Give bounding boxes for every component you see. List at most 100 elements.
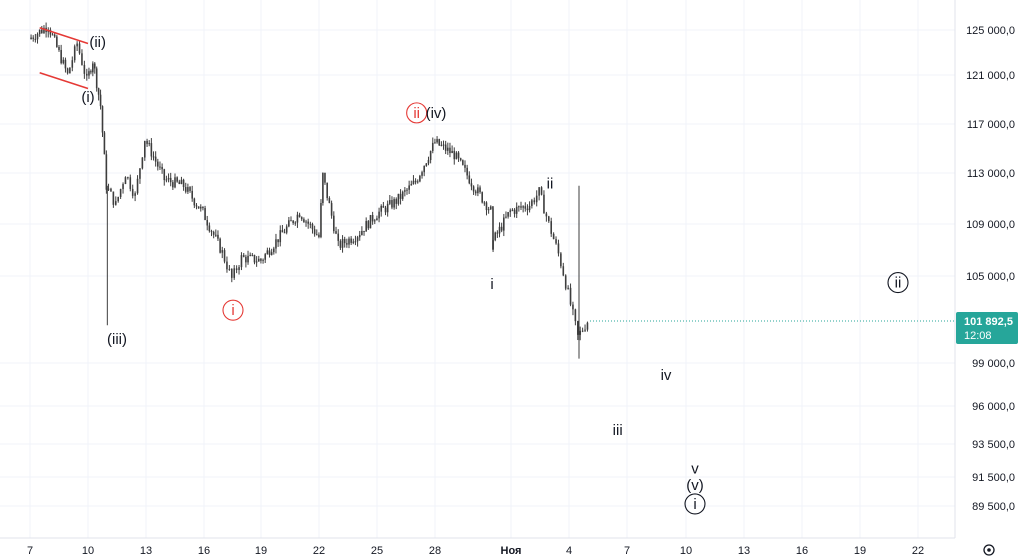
candle-body (238, 267, 240, 271)
wave-label-circle (887, 272, 909, 294)
candle-body (496, 232, 499, 234)
candle-body (176, 177, 178, 182)
candle-body (36, 34, 39, 40)
candle-body (119, 189, 122, 197)
candle-body (574, 309, 577, 322)
candle-body (103, 132, 106, 155)
candle-body (423, 165, 425, 173)
candle-body (395, 199, 398, 204)
candle-body (427, 159, 430, 164)
channel-line-lower[interactable] (39, 72, 89, 90)
candle-body (161, 166, 163, 170)
candle-body (307, 221, 309, 224)
candle-body (472, 186, 475, 192)
candle-body (167, 177, 170, 180)
channel-line-upper[interactable] (39, 27, 89, 45)
candle-body (384, 207, 387, 213)
candle-body (520, 206, 522, 208)
candle-body (346, 243, 348, 245)
y-tick-label: 121 000,0 (966, 70, 1015, 82)
candle-body (199, 206, 202, 209)
settings-gear-icon-center (987, 548, 991, 552)
candle-body (348, 238, 350, 245)
candle-body (354, 241, 357, 243)
candle-body (206, 220, 209, 226)
candle-body (335, 231, 337, 234)
x-tick-label: 7 (624, 545, 630, 557)
candle-body (127, 177, 129, 179)
candle-body (545, 213, 548, 217)
candle-body (30, 37, 32, 39)
candle-body (389, 200, 391, 204)
candle-body (285, 226, 288, 233)
candle-body (397, 193, 400, 204)
candle-body (470, 183, 473, 187)
candle-body (174, 177, 176, 188)
candle-body (195, 205, 198, 207)
last-price-box[interactable] (956, 312, 1018, 345)
candle-body (290, 220, 292, 222)
candle-body (159, 166, 161, 168)
candle-body (393, 199, 395, 208)
wave-label: i (490, 276, 493, 293)
candle-body (197, 206, 200, 209)
candle-body (498, 226, 501, 234)
candle-body (324, 172, 326, 183)
candle-body (518, 206, 520, 208)
candle-body (373, 220, 376, 222)
candle-body (262, 259, 264, 261)
candle-body (88, 71, 90, 76)
candle-body (572, 304, 574, 310)
x-tick-label: 7 (27, 545, 33, 557)
candle-body (318, 234, 320, 238)
candle-body (187, 187, 189, 192)
candle-body (562, 266, 565, 276)
candle-body (117, 196, 120, 202)
candle-body (228, 268, 231, 270)
candle-body (298, 214, 301, 218)
candle-body (73, 46, 76, 61)
wave-label: iv (661, 367, 672, 384)
candle-body (408, 185, 410, 190)
settings-gear-icon[interactable] (983, 544, 995, 556)
candle-body (208, 225, 211, 232)
candle-body (129, 177, 132, 189)
y-tick-label: 96 000,0 (972, 401, 1015, 413)
candle-body (78, 43, 81, 54)
candle-body (110, 188, 112, 192)
candle-body (399, 193, 402, 199)
candle-body (552, 233, 555, 240)
candle-body (141, 157, 144, 169)
candle-body (550, 221, 553, 234)
wave-label-circle (684, 493, 706, 515)
candle-body (260, 258, 262, 261)
candle-body (279, 230, 282, 243)
candle-body (330, 203, 333, 216)
candle-body (322, 172, 324, 203)
candle-body (62, 59, 65, 64)
candle-body (363, 230, 365, 232)
candle-body (150, 143, 153, 157)
candle-body (210, 231, 213, 233)
candle-body (509, 210, 512, 213)
candle-body (352, 241, 355, 243)
wave-label: ii (547, 175, 554, 192)
candle-body (66, 68, 69, 74)
x-tick-label: 10 (680, 545, 692, 557)
candle-body (83, 64, 86, 74)
candle-body (202, 206, 204, 209)
candle-body (382, 205, 385, 208)
wave-label: i (231, 302, 234, 319)
candle-body (333, 215, 335, 232)
candle-body (560, 253, 562, 267)
candle-body (178, 181, 181, 185)
candle-body (204, 208, 206, 221)
candle-body (148, 143, 151, 145)
candle-body (180, 179, 183, 185)
x-tick-label: 19 (854, 545, 866, 557)
candle-body (492, 208, 494, 250)
candle-body (547, 216, 550, 222)
candle-body (212, 231, 215, 235)
candle-body (485, 202, 488, 211)
